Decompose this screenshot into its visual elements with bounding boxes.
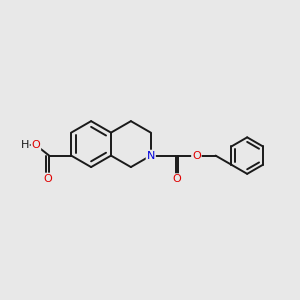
- Text: O: O: [44, 174, 52, 184]
- Text: N: N: [147, 151, 155, 160]
- Text: H: H: [20, 140, 29, 150]
- Text: O: O: [32, 140, 40, 150]
- Text: O: O: [172, 174, 182, 184]
- Text: O: O: [192, 151, 201, 160]
